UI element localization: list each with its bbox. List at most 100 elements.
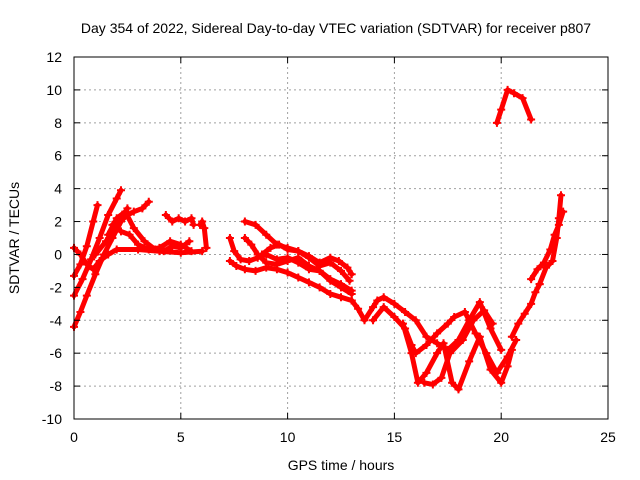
data-point-marker [369,303,378,312]
data-point-marker [326,275,335,284]
data-point-marker [76,308,85,317]
data-point-marker [202,243,211,252]
series-track-19 [507,280,544,341]
data-point-marker [89,217,98,226]
x-axis-label: GPS time / hours [288,457,395,473]
data-point-marker [112,194,121,203]
data-point-marker [503,85,512,94]
data-point-marker [251,266,260,275]
data-point-marker [116,186,125,195]
y-tick-label: -10 [42,411,62,427]
data-point-marker [535,280,544,289]
data-point-marker [82,260,91,269]
data-point-marker [104,210,113,219]
data-point-marker [527,115,536,124]
data-point-marker [112,214,121,223]
data-point-marker [510,89,519,98]
data-point-marker [407,349,416,358]
y-tick-labels: -10 -8 -6 -4 -2 0 2 4 6 8 10 12 [42,49,62,427]
data-point-marker [326,289,335,298]
data-point-marker [89,265,98,274]
data-point-marker [539,258,548,267]
data-point-marker [155,243,164,252]
series-line [105,209,192,254]
data-point-marker [240,234,249,242]
data-point-marker [334,257,343,266]
data-point-marker [437,373,446,382]
y-tick-label: 10 [46,82,62,98]
y-tick-label: 8 [54,115,62,131]
data-point-marker [144,245,153,254]
data-point-marker [458,336,467,345]
data-point-marker [232,261,241,270]
data-point-marker [337,266,345,275]
data-point-marker [337,293,345,302]
data-point-marker [398,319,407,328]
data-point-marker [283,245,292,254]
series-track-21 [527,207,568,284]
series-track-8 [161,210,198,229]
data-point-marker [448,378,457,387]
data-point-marker [531,288,540,297]
x-tick-label: 20 [493,429,509,445]
data-point-marker [125,230,134,239]
data-point-marker [546,245,555,254]
data-point-marker [379,303,388,312]
data-point-marker [225,257,234,266]
data-point-marker [262,258,271,267]
series-track-22 [492,85,536,127]
series-line [163,212,197,228]
data-point-marker [240,217,249,226]
data-point-marker [78,275,87,284]
data-point-marker [439,339,448,348]
data-point-marker [345,276,354,285]
data-point-marker [514,319,523,328]
data-point-marker [379,293,388,302]
data-point-marker [138,204,147,213]
data-point-marker [347,270,356,279]
data-point-marker [140,237,149,246]
data-point-marker [533,265,542,274]
data-point-marker [112,245,121,254]
series-track-12 [240,234,356,295]
data-point-marker [251,220,260,229]
data-point-marker [557,191,566,200]
data-point-marker [161,210,170,219]
data-point-marker [129,224,138,233]
data-point-marker [240,265,249,274]
data-point-marker [304,261,313,270]
data-point-marker [257,250,266,259]
y-tick-label: -6 [50,345,63,361]
data-point-marker [174,214,183,223]
data-point-marker [445,349,454,358]
data-point-marker [433,329,442,338]
data-point-marker [373,296,382,305]
data-point-marker [144,197,153,206]
data-point-marker [460,308,469,317]
x-tick-label: 5 [177,429,185,445]
data-point-marker [181,217,190,226]
data-point-marker [262,230,271,239]
data-point-marker [469,316,478,325]
x-tick-label: 10 [280,429,296,445]
series-line [537,192,564,287]
data-point-marker [230,247,239,256]
data-point-marker [433,349,442,358]
data-point-marker [93,201,102,210]
data-point-marker [104,250,113,259]
data-point-marker [422,340,431,349]
y-tick-label: -4 [50,312,63,328]
data-point-marker [176,240,185,249]
data-point-marker [422,368,431,377]
data-point-marker [360,316,369,325]
data-point-marker [492,118,501,127]
data-point-marker [116,227,125,236]
series-line [421,307,496,387]
data-point-marker [95,257,104,266]
data-point-marker [198,217,207,226]
data-point-marker [134,240,143,249]
y-axis-label: SDTVAR / TECUs [6,182,22,294]
data-point-marker [480,306,489,315]
data-point-marker [283,257,292,266]
data-point-marker [168,217,177,226]
